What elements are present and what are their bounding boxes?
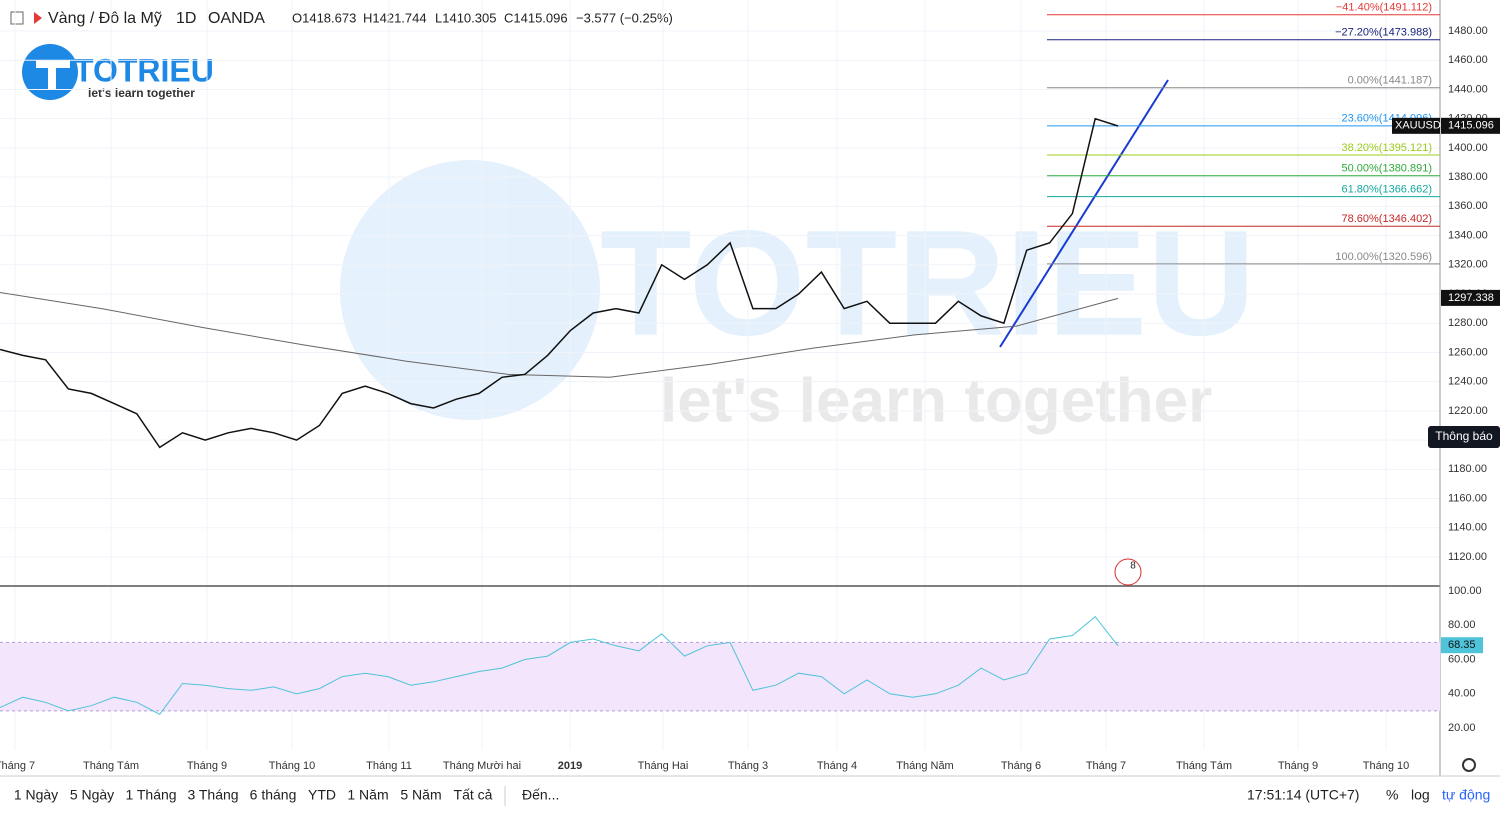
- change: −3.577 (−0.25%): [576, 10, 673, 25]
- rsi-tick-label: 60.00: [1448, 653, 1476, 665]
- low: L1410.305: [435, 10, 496, 25]
- rsi-tick-label: 80.00: [1448, 619, 1476, 631]
- rsi-last: 68.35: [1448, 639, 1476, 651]
- range-button[interactable]: 3 Tháng: [187, 787, 238, 803]
- log-toggle[interactable]: log: [1411, 787, 1430, 803]
- price-tick-label: 1360.00: [1448, 200, 1488, 212]
- logo-tagline: let's learn together: [88, 86, 195, 100]
- symbol-tag-text: XAUUSD: [1395, 120, 1441, 132]
- time-label: Tháng 10: [269, 760, 315, 772]
- time-label: Tháng 7: [1086, 760, 1126, 772]
- clock: 17:51:14 (UTC+7): [1247, 787, 1359, 803]
- range-button[interactable]: 1 Tháng: [125, 787, 176, 803]
- alert-text: Thông báo: [1435, 429, 1493, 443]
- time-label: Tháng Tám: [1176, 760, 1232, 772]
- rsi-tick-label: 20.00: [1448, 722, 1476, 734]
- price-tick-label: 1440.00: [1448, 83, 1488, 95]
- range-button[interactable]: 1 Năm: [347, 787, 388, 803]
- fib-label: 38.20%(1395.121): [1341, 142, 1432, 154]
- logo: TOTRIEU let's learn together: [22, 44, 214, 100]
- event-badge[interactable]: 8: [1114, 558, 1142, 586]
- symbol-tag: [1392, 117, 1440, 134]
- time-label: Tháng Năm: [896, 760, 953, 772]
- high: H1421.744: [363, 10, 427, 25]
- range-button[interactable]: 1 Ngày: [14, 787, 58, 803]
- price-tick-label: 1400.00: [1448, 142, 1488, 154]
- time-label: Tháng 7: [0, 760, 35, 772]
- time-label: Tháng Hai: [638, 760, 689, 772]
- rsi-tick-label: 40.00: [1448, 688, 1476, 700]
- logo-name: TOTRIEU: [74, 52, 214, 88]
- settings-icon[interactable]: [1462, 758, 1476, 772]
- price-tick-label: 1460.00: [1448, 54, 1488, 66]
- time-label: Tháng 9: [1278, 760, 1318, 772]
- time-label: Tháng 3: [728, 760, 768, 772]
- time-label: Tháng 4: [817, 760, 857, 772]
- rsi-tick-label: 100.00: [1448, 585, 1482, 597]
- goto-button[interactable]: Đến...: [522, 787, 559, 803]
- price-tick-label: 1160.00: [1448, 492, 1487, 504]
- event-count: 8: [1130, 561, 1136, 572]
- range-button[interactable]: 6 tháng: [250, 787, 297, 803]
- fib-label: 0.00%(1441.187): [1348, 75, 1432, 87]
- time-label: Tháng 11: [366, 760, 412, 772]
- price-tick-label: 1480.00: [1448, 25, 1488, 37]
- price-tick-label: 1280.00: [1448, 317, 1488, 329]
- price-tick-label: 1380.00: [1448, 171, 1488, 183]
- last-price: 1415.096: [1448, 120, 1494, 132]
- range-button[interactable]: Tất cả: [454, 787, 493, 803]
- header: Vàng / Đô la Mỹ 1D OANDA O1418.673 H1421…: [10, 10, 673, 27]
- watermark-tagline: let's learn together: [660, 366, 1212, 435]
- watermark: TOTRIEU let's learn together: [340, 160, 1256, 435]
- time-label: 2019: [558, 760, 582, 772]
- flag-icon: [34, 12, 42, 24]
- symbol[interactable]: Vàng / Đô la Mỹ: [48, 10, 162, 27]
- price-tick-label: 1220.00: [1448, 405, 1488, 417]
- price-tick-label: 1340.00: [1448, 229, 1488, 241]
- time-label: Tháng 10: [1363, 760, 1409, 772]
- fib-label: 61.80%(1366.662): [1341, 184, 1432, 196]
- fib-label: 78.60%(1346.402): [1341, 213, 1432, 225]
- last-price-tag: [1441, 117, 1500, 134]
- fib-label: −27.20%(1473.988): [1335, 27, 1432, 39]
- close: C1415.096: [504, 10, 568, 25]
- price-tick-label: 1120.00: [1448, 551, 1487, 563]
- rsi-last-tag: [1441, 637, 1483, 654]
- fib-label: 50.00%(1380.891): [1341, 163, 1432, 175]
- auto-toggle[interactable]: tự động: [1442, 787, 1490, 803]
- alert-button[interactable]: [1428, 426, 1500, 448]
- grid: [0, 0, 1440, 750]
- time-label: Tháng 9: [187, 760, 227, 772]
- range-button[interactable]: YTD: [308, 787, 336, 803]
- time-label: Tháng Mười hai: [443, 760, 521, 772]
- interval[interactable]: 1D: [176, 10, 196, 27]
- open: O1418.673: [292, 10, 356, 25]
- ma-price-tag: [1441, 289, 1500, 306]
- fib-label: −41.40%(1491.112): [1336, 2, 1432, 14]
- fib-label: 100.00%(1320.596): [1335, 251, 1432, 263]
- price-tick-label: 1140.00: [1448, 522, 1487, 534]
- watermark-name: TOTRIEU: [600, 199, 1256, 367]
- range-button[interactable]: 5 Ngày: [70, 787, 114, 803]
- price-tick-label: 1180.00: [1448, 463, 1487, 475]
- add-icon[interactable]: [10, 11, 24, 25]
- moving-average: [0, 292, 1119, 378]
- rsi-band: [0, 642, 1440, 711]
- source: OANDA: [208, 10, 265, 27]
- range-button[interactable]: 5 Năm: [400, 787, 441, 803]
- ma-price: 1297.338: [1448, 292, 1494, 304]
- percent-toggle[interactable]: %: [1386, 787, 1398, 803]
- rsi-line: [0, 615, 1119, 715]
- time-label: Tháng Tám: [83, 760, 139, 772]
- price-tick-label: 1320.00: [1448, 259, 1488, 271]
- price-tick-label: 1240.00: [1448, 376, 1488, 388]
- trend-line: [999, 79, 1169, 348]
- time-label: Tháng 6: [1001, 760, 1041, 772]
- price-tick-label: 1260.00: [1448, 346, 1488, 358]
- price-line: [0, 117, 1119, 449]
